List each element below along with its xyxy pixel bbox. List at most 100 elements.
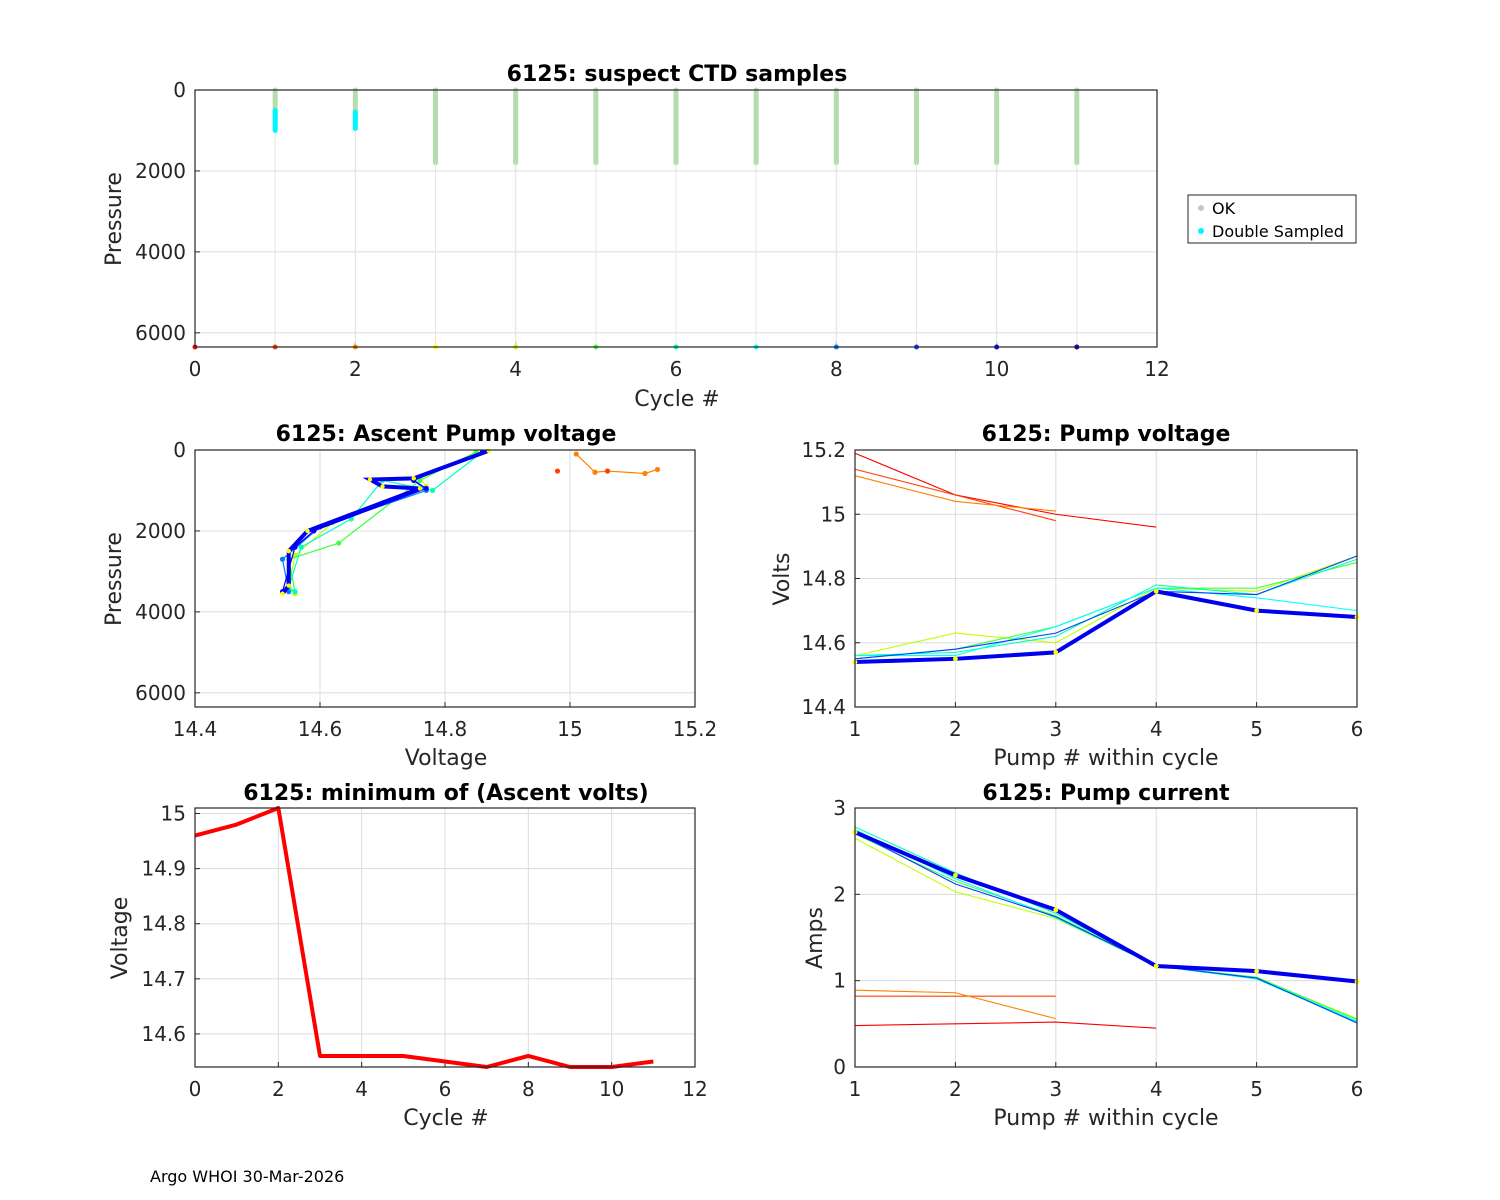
ascent-point: [305, 528, 310, 534]
footer-text: Argo WHOI 30-Mar-2026: [150, 1167, 344, 1186]
pumpc-xtick-label: 6: [1351, 1077, 1364, 1101]
ascent-isolated-point: [554, 468, 561, 474]
minv-ytick-label: 14.8: [141, 912, 186, 936]
legend-ok-marker: [1198, 205, 1204, 211]
suspect-title: 6125: suspect CTD samples: [507, 62, 848, 87]
ascent-pump-voltage-panel: 6125: Ascent Pump voltage Voltage Pressu…: [102, 422, 717, 771]
ascent-ytick-label: 6000: [135, 681, 186, 705]
pump-current-panel: 6125: Pump current Pump # within cycle A…: [803, 781, 1363, 1131]
minv-xtick-label: 2: [272, 1077, 285, 1101]
pumpv-series-line: [854, 589, 1358, 665]
ascent-point: [573, 451, 579, 457]
pumpv-xtick-label: 4: [1150, 717, 1163, 741]
ascent-axes-frame: [194, 449, 696, 708]
pumpv-axes-frame: [854, 449, 1358, 708]
pumpc-xlabel: Pump # within cycle: [993, 1106, 1218, 1131]
ascent-point: [423, 485, 429, 492]
ascent-point: [486, 448, 491, 454]
pumpv-xtick-label: 1: [849, 717, 862, 741]
ascent-xtick-label: 15.2: [673, 717, 718, 741]
pumpv-series-line: [854, 475, 1056, 512]
suspect-ytick-label: 2000: [135, 159, 186, 183]
pumpv-ytick-label: 15: [821, 502, 846, 526]
pumpv-ytick-label: 14.6: [801, 631, 846, 655]
pumpv-ytick-label: 14.8: [801, 567, 846, 591]
pumpc-xtick-label: 3: [1049, 1077, 1062, 1101]
ascent-point: [654, 466, 661, 473]
ascent-point: [417, 486, 423, 491]
ascent-xlabel: Voltage: [405, 746, 488, 771]
suspect-xtick-label: 2: [349, 357, 362, 381]
ascent-point: [367, 477, 373, 482]
ascent-point: [592, 469, 598, 475]
ascent-point: [286, 548, 291, 554]
minv-ytick-label: 14.6: [141, 1022, 186, 1046]
ascent-xtick-label: 14.4: [173, 717, 218, 741]
ascent-xtick-label: 14.8: [423, 717, 468, 741]
pumpv-plot: 1 2 3 4 5 6 14.4 14.6 14.8 15 15.2: [801, 438, 1363, 741]
pumpc-ytick-label: 0: [833, 1055, 846, 1079]
suspect-xtick-label: 12: [1144, 357, 1169, 381]
suspect-ylabel: Pressure: [102, 172, 127, 266]
pumpv-series-line: [854, 468, 1056, 522]
ascent-ytick-label: 4000: [135, 600, 186, 624]
minv-xtick-label: 4: [355, 1077, 368, 1101]
legend-ok-label: OK: [1212, 199, 1236, 218]
pumpv-highlight-point: [1153, 588, 1159, 594]
pumpv-series-line: [854, 452, 1157, 528]
pumpv-ytick-label: 15.2: [801, 438, 846, 462]
ascent-title: 6125: Ascent Pump voltage: [276, 422, 617, 447]
ascent-xtick-label: 14.6: [298, 717, 343, 741]
minv-xtick-label: 12: [682, 1077, 707, 1101]
pumpc-ytick-label: 2: [833, 882, 846, 906]
pumpc-highlight-point: [1254, 968, 1259, 974]
pump-voltage-panel: 6125: Pump voltage Pump # within cycle V…: [770, 422, 1363, 771]
suspect-xtick-label: 0: [189, 357, 202, 381]
pumpv-xlabel: Pump # within cycle: [993, 746, 1218, 771]
minv-xtick-label: 8: [522, 1077, 535, 1101]
minv-xlabel: Cycle #: [403, 1106, 489, 1131]
ascent-point: [279, 556, 286, 562]
suspect-ctd-panel: 6125: suspect CTD samples Cycle # Pressu…: [102, 62, 1170, 412]
legend-double-label: Double Sampled: [1212, 222, 1344, 241]
pumpc-title: 6125: Pump current: [982, 781, 1230, 806]
ascent-point: [429, 487, 436, 494]
ascent-ytick-label: 0: [173, 438, 186, 462]
suspect-xtick-label: 6: [670, 357, 683, 381]
ascent-xtick-label: 15: [557, 717, 582, 741]
pumpc-xtick-label: 1: [849, 1077, 862, 1101]
pumpc-series-line: [854, 1021, 1157, 1029]
minv-title: 6125: minimum of (Ascent volts): [243, 781, 649, 806]
minv-xtick-label: 6: [439, 1077, 452, 1101]
pumpc-highlight-point: [1153, 963, 1159, 969]
suspect-ytick-label: 0: [173, 78, 186, 102]
pumpc-ytick-label: 3: [833, 796, 846, 820]
pumpc-ylabel: Amps: [803, 907, 828, 969]
ascent-ytick-label: 2000: [135, 519, 186, 543]
ascent-plot: 14.4 14.6 14.8 15 15.2 0 2000 4000 6000: [135, 438, 717, 741]
suspect-ytick-label: 4000: [135, 240, 186, 264]
pumpc-highlight-point: [953, 872, 958, 878]
pumpv-series-line: [855, 587, 1358, 657]
ascent-point: [417, 477, 423, 483]
suspect-xtick-label: 4: [509, 357, 522, 381]
minv-ylabel: Voltage: [108, 897, 133, 980]
pumpc-xtick-label: 2: [949, 1077, 962, 1101]
pumpc-xtick-label: 4: [1150, 1077, 1163, 1101]
suspect-xtick-label: 8: [830, 357, 843, 381]
minv-ytick-label: 14.7: [141, 967, 186, 991]
ascent-point: [280, 591, 285, 596]
minv-xtick-label: 10: [599, 1077, 624, 1101]
ascent-point: [336, 540, 342, 546]
pumpv-xtick-label: 2: [949, 717, 962, 741]
suspect-xlabel: Cycle #: [634, 387, 720, 412]
ascent-isolated-point: [604, 468, 611, 474]
pumpv-xtick-label: 5: [1250, 717, 1263, 741]
suspect-ytick-label: 6000: [135, 321, 186, 345]
minv-ytick-label: 15: [161, 802, 186, 826]
pumpv-series-line: [854, 555, 1358, 660]
suspect-axes-frame: [194, 89, 1158, 348]
suspect-xtick-label: 10: [984, 357, 1009, 381]
